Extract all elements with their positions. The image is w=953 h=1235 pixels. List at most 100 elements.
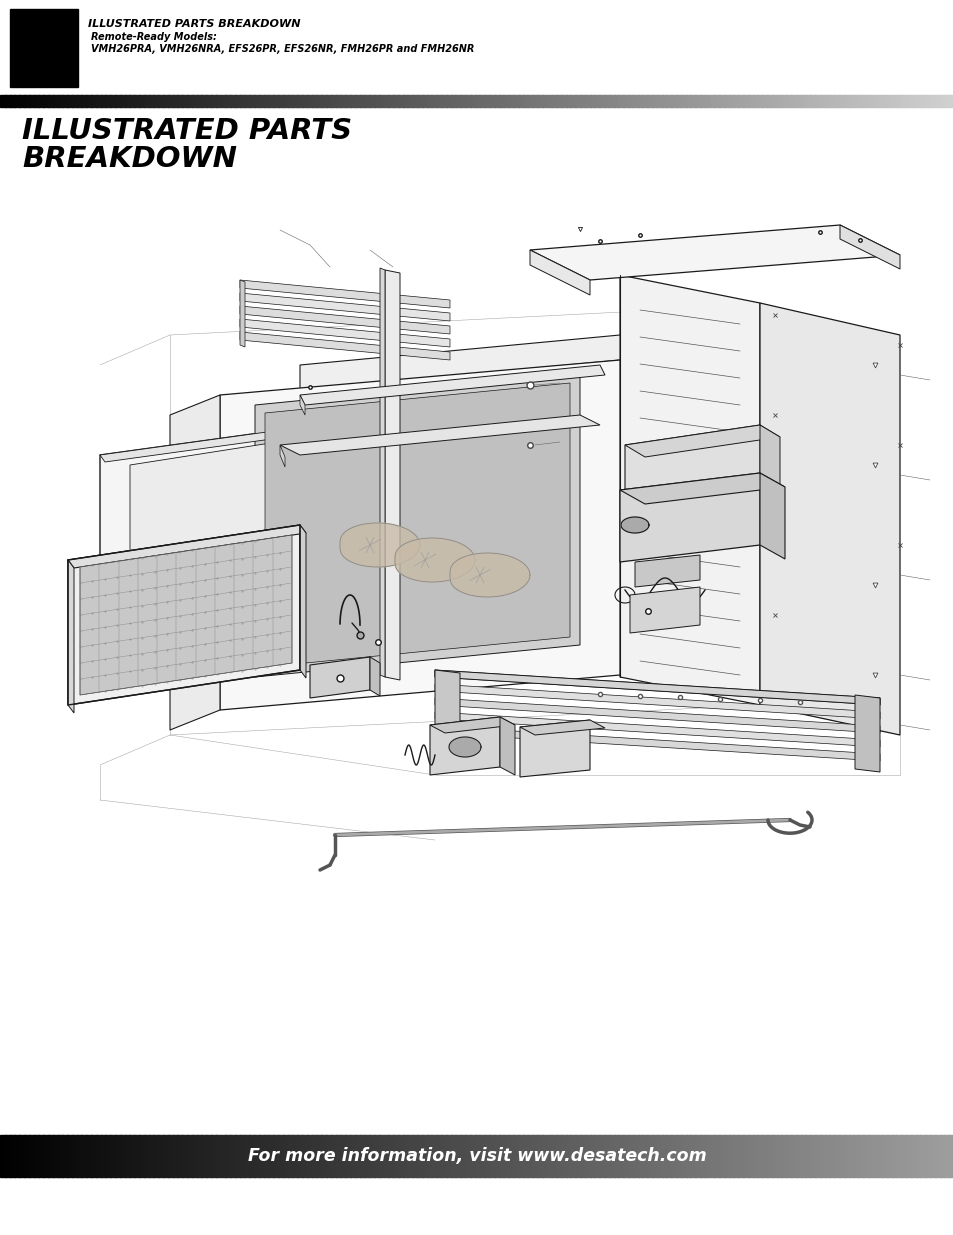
Bar: [345, 95, 351, 107]
Polygon shape: [530, 249, 589, 295]
Bar: [168, 1135, 173, 1177]
Bar: [277, 95, 284, 107]
Bar: [747, 1135, 753, 1177]
Bar: [790, 95, 796, 107]
Bar: [326, 1135, 332, 1177]
Bar: [220, 1135, 226, 1177]
Bar: [823, 1135, 829, 1177]
Bar: [838, 95, 843, 107]
Bar: [359, 1135, 365, 1177]
Bar: [412, 1135, 417, 1177]
Bar: [225, 1135, 231, 1177]
Bar: [96, 95, 102, 107]
Bar: [723, 1135, 729, 1177]
Bar: [641, 95, 647, 107]
Bar: [10, 1135, 15, 1177]
Bar: [71, 1135, 77, 1177]
Bar: [771, 1135, 777, 1177]
Bar: [886, 95, 892, 107]
Polygon shape: [100, 415, 390, 676]
Polygon shape: [435, 726, 879, 761]
Bar: [766, 1135, 772, 1177]
Bar: [263, 1135, 269, 1177]
Polygon shape: [620, 517, 648, 534]
Bar: [484, 1135, 490, 1177]
Bar: [757, 1135, 762, 1177]
Bar: [172, 95, 178, 107]
Bar: [234, 95, 240, 107]
Bar: [307, 95, 313, 107]
Bar: [350, 1135, 355, 1177]
Polygon shape: [299, 395, 305, 415]
Bar: [503, 1135, 509, 1177]
Bar: [397, 1135, 403, 1177]
Bar: [130, 1135, 135, 1177]
Bar: [5, 95, 10, 107]
Bar: [915, 95, 921, 107]
Bar: [459, 95, 465, 107]
Bar: [685, 95, 691, 107]
Bar: [896, 95, 902, 107]
Bar: [14, 95, 20, 107]
Bar: [757, 95, 762, 107]
Bar: [215, 1135, 221, 1177]
Bar: [608, 95, 614, 107]
Bar: [842, 95, 848, 107]
Polygon shape: [280, 445, 285, 467]
Bar: [134, 95, 140, 107]
Polygon shape: [519, 720, 604, 735]
Bar: [943, 95, 949, 107]
Bar: [886, 1135, 892, 1177]
Bar: [924, 1135, 930, 1177]
Bar: [814, 1135, 820, 1177]
Bar: [800, 1135, 805, 1177]
Polygon shape: [280, 415, 599, 454]
Bar: [249, 1135, 254, 1177]
Bar: [598, 95, 604, 107]
Bar: [484, 95, 490, 107]
Bar: [273, 1135, 278, 1177]
Bar: [690, 1135, 696, 1177]
Bar: [421, 95, 427, 107]
Bar: [464, 1135, 470, 1177]
Polygon shape: [629, 587, 700, 634]
Polygon shape: [624, 425, 760, 495]
Bar: [560, 1135, 566, 1177]
Polygon shape: [220, 359, 619, 710]
Bar: [929, 1135, 935, 1177]
Bar: [91, 95, 97, 107]
Polygon shape: [395, 538, 475, 582]
Text: Remote-Ready Models:: Remote-Ready Models:: [91, 32, 216, 42]
Bar: [872, 95, 878, 107]
Bar: [450, 95, 456, 107]
Bar: [905, 1135, 911, 1177]
Polygon shape: [385, 270, 399, 680]
Bar: [852, 1135, 859, 1177]
Bar: [852, 95, 859, 107]
Bar: [665, 1135, 672, 1177]
Bar: [905, 95, 911, 107]
Polygon shape: [619, 275, 760, 705]
Bar: [719, 1135, 724, 1177]
Bar: [312, 95, 317, 107]
Bar: [498, 1135, 504, 1177]
Bar: [62, 95, 68, 107]
Bar: [948, 1135, 953, 1177]
Bar: [369, 95, 375, 107]
Bar: [882, 1135, 887, 1177]
Bar: [517, 1135, 523, 1177]
Bar: [862, 1135, 868, 1177]
Bar: [426, 95, 432, 107]
Bar: [374, 1135, 379, 1177]
Bar: [766, 95, 772, 107]
Bar: [431, 95, 436, 107]
Bar: [680, 95, 686, 107]
Bar: [651, 95, 657, 107]
Bar: [76, 95, 82, 107]
Bar: [249, 95, 254, 107]
Bar: [57, 1135, 63, 1177]
Bar: [163, 95, 169, 107]
Polygon shape: [619, 473, 784, 504]
Bar: [915, 1135, 921, 1177]
Bar: [402, 95, 408, 107]
